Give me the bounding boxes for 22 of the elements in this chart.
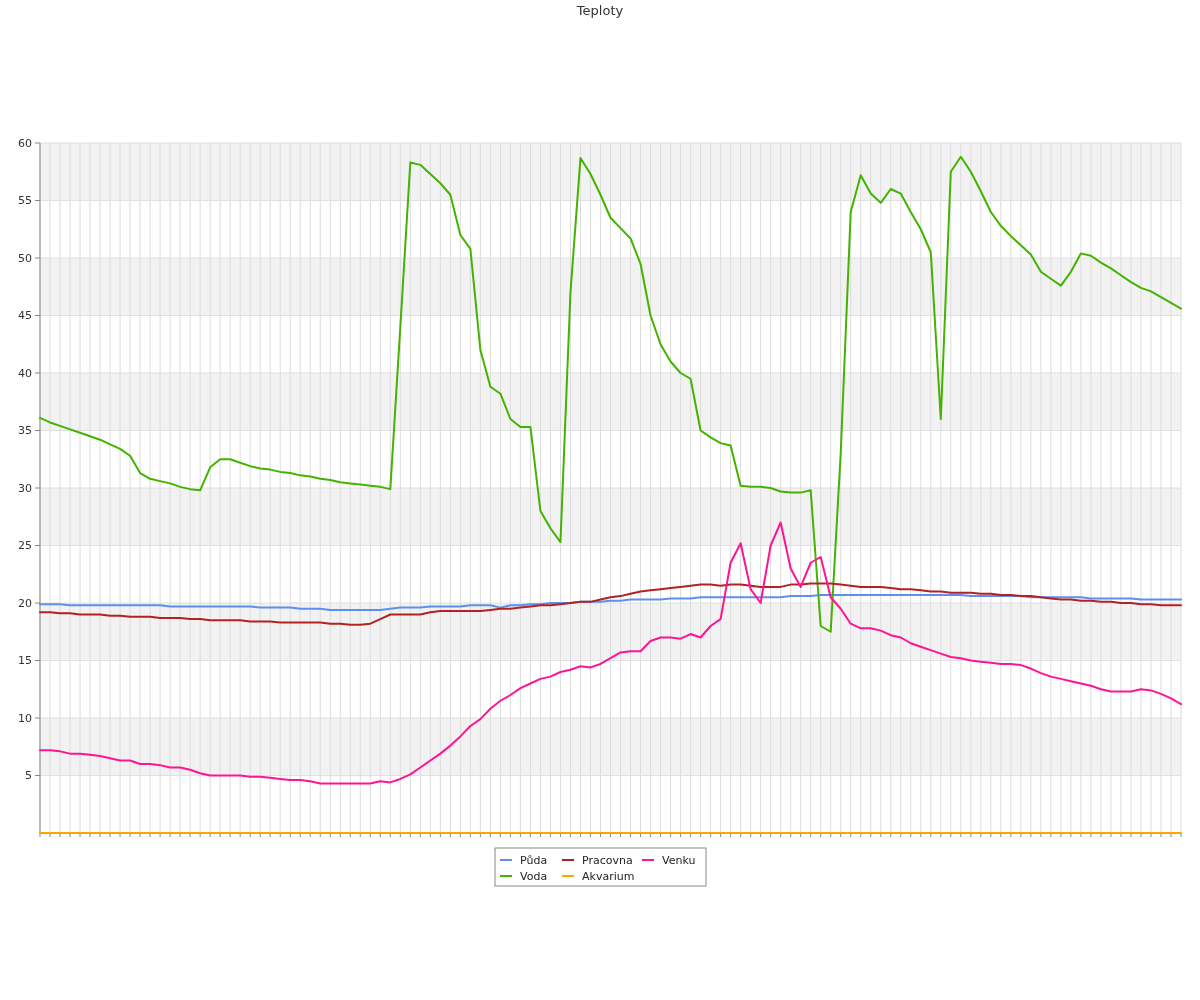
legend-label: Voda — [520, 869, 548, 883]
y-tick-label: 15 — [18, 654, 32, 668]
y-tick-label: 55 — [18, 194, 32, 208]
y-tick-label: 60 — [18, 136, 32, 150]
line-series — [39, 582, 1182, 626]
y-tick-label: 5 — [25, 769, 32, 783]
y-tick-label: 45 — [18, 309, 32, 323]
y-tick-label: 40 — [18, 366, 32, 380]
y-tick-label: 30 — [18, 481, 32, 495]
line-series — [39, 593, 1182, 611]
chart-title: Teploty — [575, 3, 624, 18]
y-tick-label: 10 — [18, 711, 32, 725]
y-tick-label: 50 — [18, 251, 32, 265]
legend-label: Akvarium — [582, 869, 635, 883]
y-tick-label: 25 — [18, 539, 32, 553]
y-tick-label: 35 — [18, 424, 32, 438]
legend-label: Venku — [662, 853, 696, 867]
legend-label: Pracovna — [582, 853, 633, 867]
line-series — [39, 155, 1182, 633]
legend-label: Půda — [520, 853, 548, 867]
line-series — [39, 521, 1182, 785]
y-tick-label: 20 — [18, 596, 32, 610]
